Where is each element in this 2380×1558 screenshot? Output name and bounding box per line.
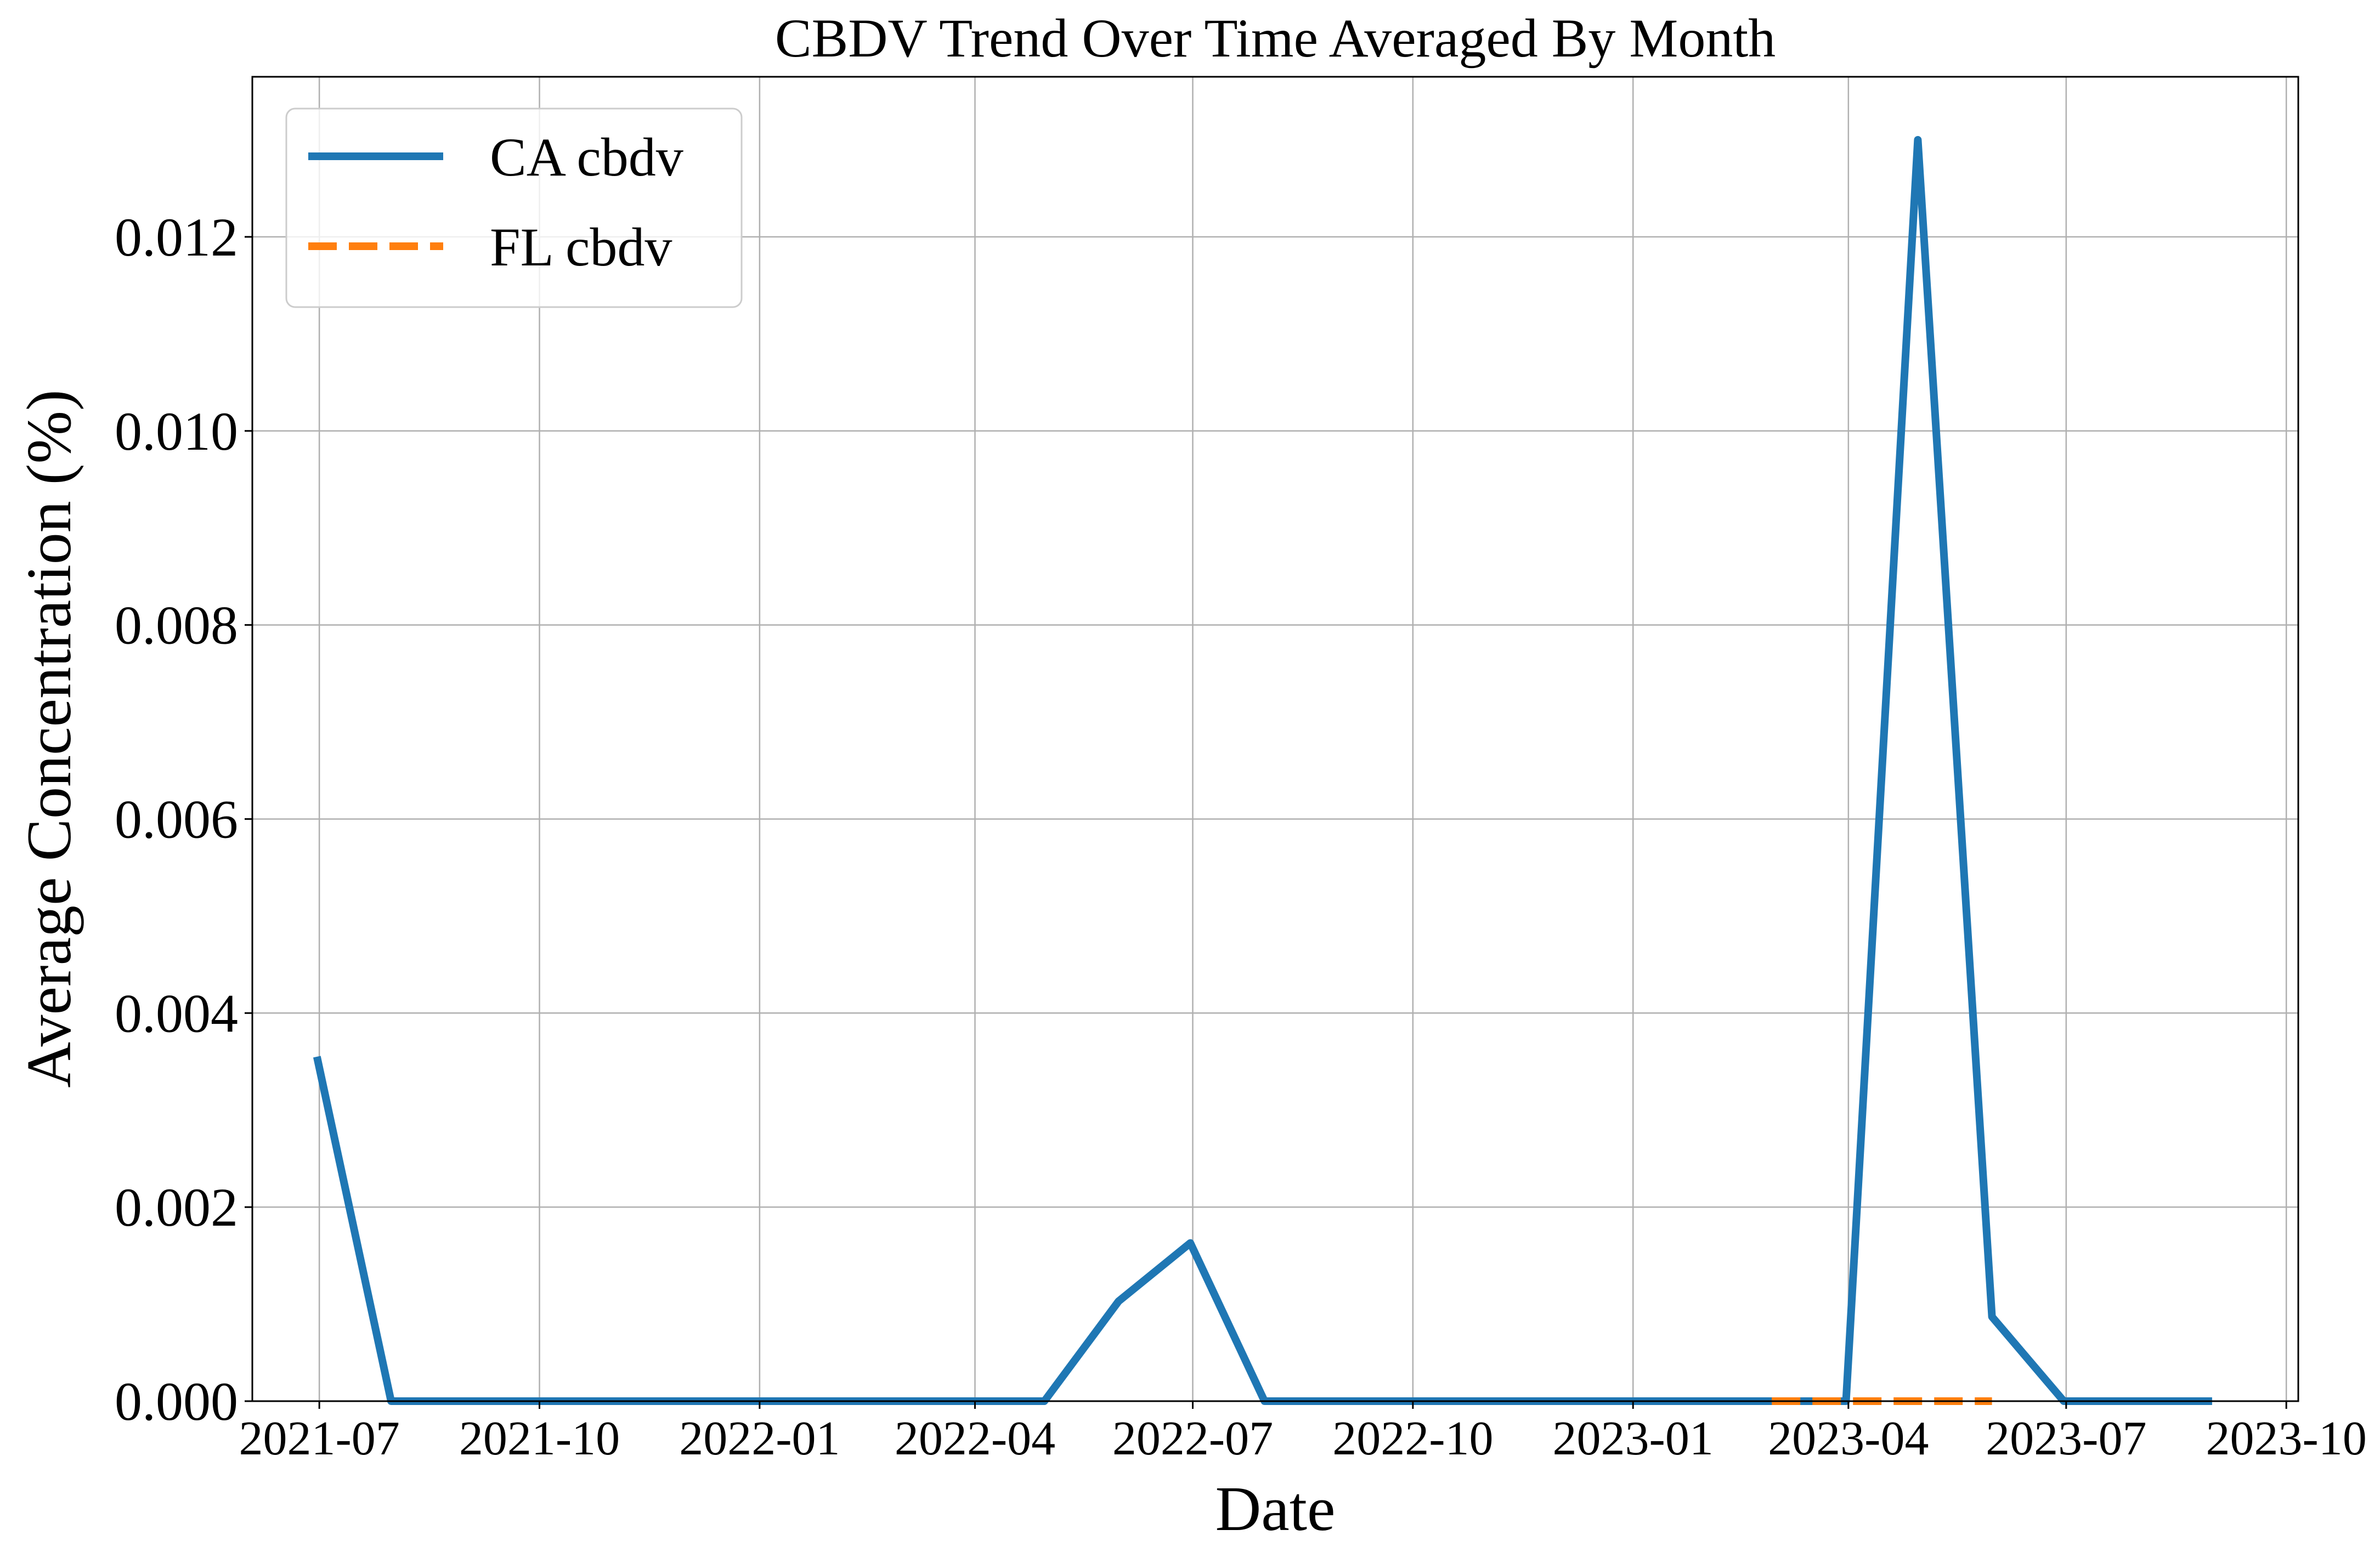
legend: CA cbdv FL cbdv [285,107,743,308]
plot-frame [251,76,2299,1402]
axis-ticks: 0.000 0.002 0.004 0.006 0.008 0.010 0.012 2021-… [115,207,2367,1465]
legend-label-ca: CA cbdv [490,127,683,188]
y-tick-label: 0.004 [115,983,238,1044]
x-tick-label: 2023-04 [1768,1412,1929,1465]
chart-title: CBDV Trend Over Time Averaged By Month [775,8,1776,69]
y-tick-label: 0.012 [115,207,238,268]
y-axis-label: Average Concentration (%) [14,389,84,1087]
x-tick-label: 2022-01 [679,1412,840,1465]
x-tick-label: 2021-10 [459,1412,620,1465]
y-tick-label: 0.006 [115,789,238,849]
y-tick-label: 0.010 [115,401,238,462]
y-tick-label: 0.002 [115,1177,238,1238]
x-tick-label: 2022-10 [1332,1412,1493,1465]
x-tick-label: 2022-04 [895,1412,1055,1465]
y-tick-label: 0.008 [115,595,238,656]
x-tick-label: 2023-10 [2206,1412,2367,1465]
y-tick-label: 0.000 [115,1371,238,1432]
x-tick-label: 2022-07 [1112,1412,1273,1465]
x-tick-label: 2023-01 [1553,1412,1714,1465]
x-tick-label: 2021-07 [239,1412,399,1465]
legend-label-fl: FL cbdv [490,217,672,277]
x-axis-label: Date [1216,1474,1336,1544]
x-tick-label: 2023-07 [1986,1412,2146,1465]
